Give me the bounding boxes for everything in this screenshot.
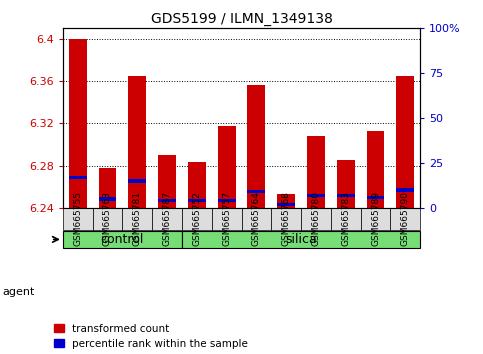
Legend: transformed count, percentile rank within the sample: transformed count, percentile rank withi… bbox=[54, 324, 248, 349]
FancyBboxPatch shape bbox=[63, 208, 93, 230]
Bar bbox=[218, 199, 236, 202]
Bar bbox=[337, 160, 355, 208]
Bar bbox=[69, 39, 86, 208]
Text: GSM665764: GSM665764 bbox=[252, 192, 261, 246]
FancyBboxPatch shape bbox=[390, 208, 420, 230]
Bar bbox=[158, 155, 176, 208]
FancyBboxPatch shape bbox=[182, 208, 212, 230]
Bar bbox=[367, 195, 384, 199]
Bar bbox=[188, 199, 206, 202]
Text: GSM665787: GSM665787 bbox=[163, 192, 171, 246]
Bar bbox=[247, 85, 265, 208]
Text: GSM665763: GSM665763 bbox=[103, 192, 112, 246]
FancyBboxPatch shape bbox=[122, 208, 152, 230]
Text: GSM665781: GSM665781 bbox=[133, 192, 142, 246]
Bar bbox=[128, 179, 146, 183]
Text: GSM665755: GSM665755 bbox=[73, 192, 82, 246]
Text: GSM665780: GSM665780 bbox=[312, 192, 320, 246]
FancyBboxPatch shape bbox=[93, 208, 122, 230]
FancyBboxPatch shape bbox=[331, 208, 361, 230]
Bar bbox=[367, 131, 384, 208]
Bar bbox=[188, 162, 206, 208]
Bar bbox=[99, 168, 116, 208]
Text: GSM665790: GSM665790 bbox=[401, 192, 410, 246]
FancyBboxPatch shape bbox=[271, 208, 301, 230]
Text: agent: agent bbox=[2, 287, 35, 297]
Bar bbox=[307, 194, 325, 197]
Bar bbox=[397, 76, 414, 208]
Text: GSM665789: GSM665789 bbox=[371, 192, 380, 246]
Bar bbox=[69, 176, 86, 179]
Bar bbox=[99, 197, 116, 200]
FancyBboxPatch shape bbox=[301, 208, 331, 230]
Bar bbox=[128, 76, 146, 208]
FancyBboxPatch shape bbox=[152, 208, 182, 230]
Text: control: control bbox=[100, 233, 144, 246]
FancyBboxPatch shape bbox=[212, 208, 242, 230]
FancyBboxPatch shape bbox=[242, 208, 271, 230]
Text: silica: silica bbox=[285, 233, 317, 246]
Bar bbox=[218, 126, 236, 208]
FancyBboxPatch shape bbox=[63, 231, 182, 248]
Bar bbox=[337, 194, 355, 197]
Bar bbox=[277, 203, 295, 206]
Bar bbox=[277, 194, 295, 208]
Bar bbox=[307, 136, 325, 208]
FancyBboxPatch shape bbox=[182, 231, 420, 248]
Bar bbox=[247, 190, 265, 193]
Bar bbox=[158, 199, 176, 202]
Bar bbox=[397, 188, 414, 192]
Text: GSM665783: GSM665783 bbox=[341, 192, 350, 246]
Text: GSM665768: GSM665768 bbox=[282, 192, 291, 246]
Text: GSM665757: GSM665757 bbox=[222, 192, 231, 246]
FancyBboxPatch shape bbox=[361, 208, 390, 230]
Text: GSM665752: GSM665752 bbox=[192, 192, 201, 246]
Title: GDS5199 / ILMN_1349138: GDS5199 / ILMN_1349138 bbox=[151, 12, 332, 26]
